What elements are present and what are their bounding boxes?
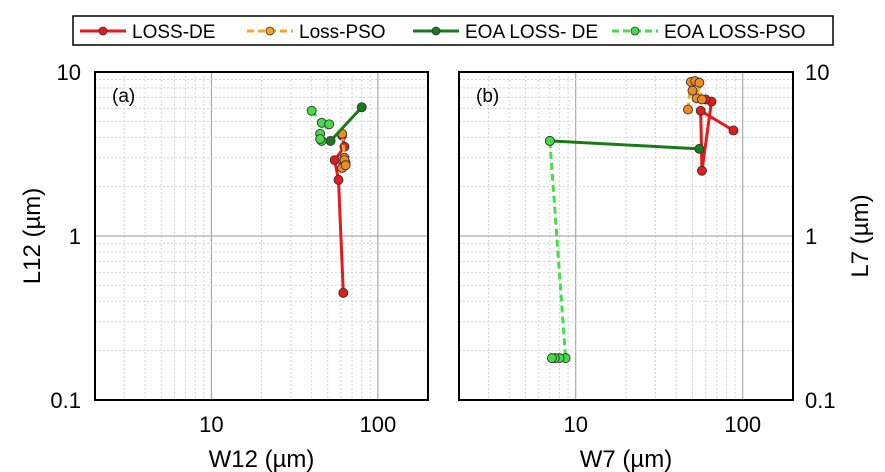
series-loss-pso [683,76,707,115]
legend-label-0: LOSS-DE [132,22,215,43]
data-point [694,143,705,154]
y-axis-label: L7 (µm) [847,194,874,277]
data-point [697,165,707,176]
y-axis-label: L12 (µm) [19,188,46,285]
grid [94,71,429,401]
y-tick-label: 1 [805,224,817,249]
y-tick-label: 10 [57,60,81,85]
x-tick-label: 10 [563,412,587,437]
series-eoa-loss-de [325,102,367,146]
series-loss-de [695,94,739,176]
panel-label: (b) [476,86,499,107]
series-line [329,106,363,142]
x-axis-label: W12 (µm) [209,446,315,472]
data-point [338,287,349,298]
y-tick-label: 0.1 [805,388,836,413]
data-point [324,119,335,130]
data-point [544,135,555,146]
legend-marker-1 [265,26,275,36]
data-point [695,105,706,116]
grid [458,71,794,401]
series-line [549,139,700,151]
data-point [546,353,557,364]
data-point [694,77,705,88]
data-point [687,85,698,96]
legend-marker-3 [630,26,640,36]
series-eoa-loss-pso [544,135,571,364]
data-point [333,174,344,185]
legend-marker-0 [98,26,108,36]
legend-label-1: Loss-PSO [299,22,386,43]
legend: LOSS-DE Loss-PSO EOA LOSS- DE EOA LOSS-PSO [72,15,834,46]
legend-label-2: EOA LOSS- DE [465,22,598,43]
panel-label: (a) [112,86,135,107]
data-point [356,102,367,113]
data-point [697,94,707,105]
series-line [548,140,568,360]
data-point [306,105,317,116]
plot-frame [94,71,429,401]
data-point [683,104,693,115]
plot-frame [458,71,794,401]
legend-label-3: EOA LOSS-PSO [664,22,806,43]
x-tick-label: 10 [199,412,223,437]
data-point [315,134,326,145]
data-point [340,160,351,171]
legend-marker-2 [431,26,441,36]
y-tick-label: 10 [805,60,829,85]
series-loss-pso [337,128,351,173]
series-eoa-loss-de [544,135,705,154]
data-point [325,135,336,146]
x-axis-label: W7 (µm) [580,446,672,472]
data-point [728,125,739,136]
series-eoa-loss-pso [306,105,335,146]
panel-a: 10 100 0.1 1 10 W12 (µm) L12 (µm) (a) [19,60,429,472]
x-tick-label: 100 [724,412,761,437]
y-tick-label: 1 [69,224,81,249]
y-tick-label: 0.1 [50,388,81,413]
data-point [329,155,340,166]
panel-b: 10 100 0.1 1 10 W7 (µm) L7 (µm) (b) [458,60,874,472]
x-tick-label: 100 [360,412,397,437]
